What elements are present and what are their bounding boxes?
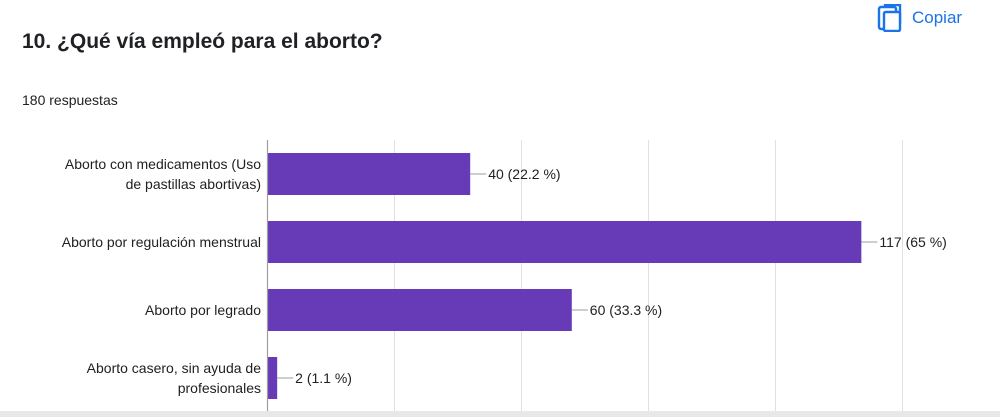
question-title: 10. ¿Qué vía empleó para el aborto? [22, 30, 383, 53]
category-label-0: Aborto con medicamentos (Uso de pastillas… [65, 156, 261, 192]
copy-icon [876, 3, 902, 33]
bar-0 [267, 153, 471, 195]
category-label-1: Aborto por regulación menstrual [62, 234, 261, 250]
data-label-3: 2 (1.1 %) [295, 370, 352, 386]
data-label-2: 60 (33.3 %) [590, 302, 662, 318]
bar-2 [267, 289, 572, 331]
category-label-2: Aborto por legrado [145, 302, 261, 318]
bar-1 [267, 221, 862, 263]
category-label-3: Aborto casero, sin ayuda de profesionales [87, 360, 262, 396]
copy-button[interactable]: Copiar [876, 3, 963, 33]
data-label-0: 40 (22.2 %) [488, 166, 560, 182]
bottom-divider [0, 411, 1000, 417]
bar-3 [267, 357, 278, 399]
bar-chart-svg: Aborto con medicamentos (Uso de pastillas… [62, 140, 947, 412]
data-label-1: 117 (65 %) [879, 234, 946, 250]
bar-chart: Aborto con medicamentos (Uso de pastillas… [0, 130, 1000, 417]
copy-label: Copiar [912, 8, 963, 27]
response-count: 180 respuestas [22, 92, 118, 108]
